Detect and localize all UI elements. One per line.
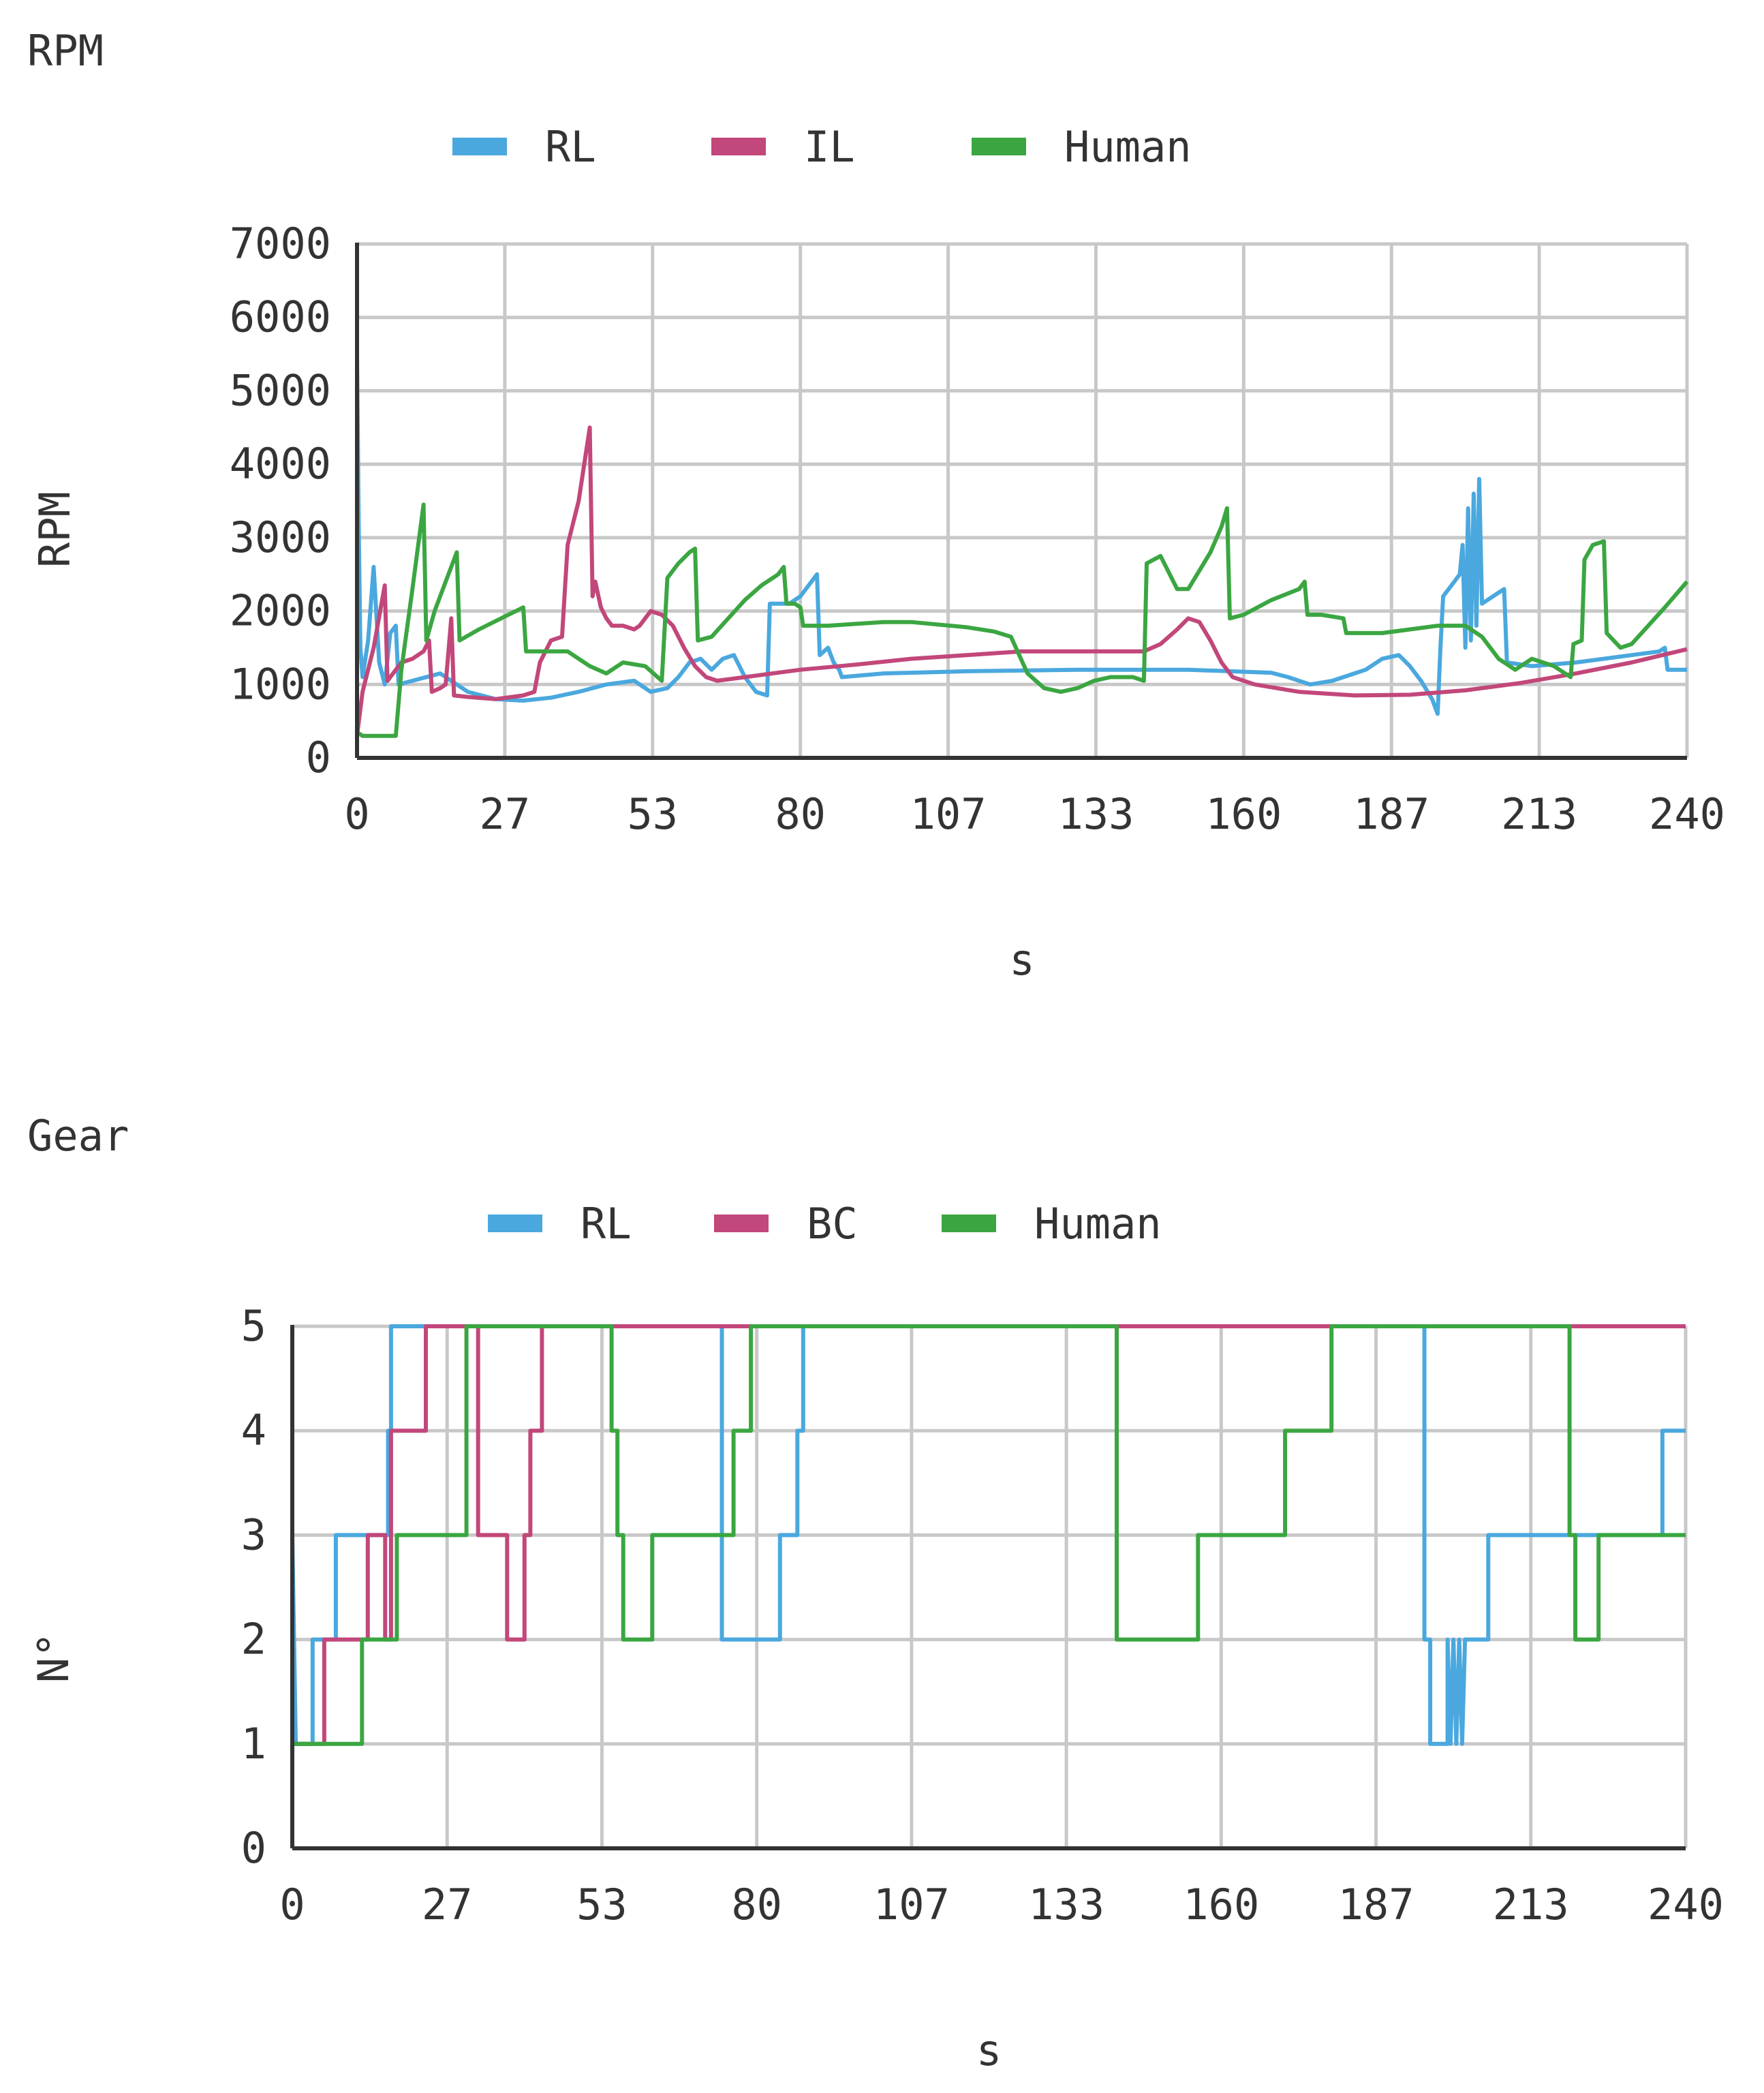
rpm-x-tick-label: 187 [1353, 789, 1429, 839]
gear-legend-label-bc: BC [807, 1198, 858, 1249]
gear-y-tick-label: 2 [241, 1615, 266, 1664]
gear-legend-item-rl: RL [488, 1193, 632, 1254]
rpm-x-tick-label: 53 [627, 789, 678, 839]
gear-x-tick-label: 27 [422, 1880, 473, 1929]
gear-legend-swatch-rl [488, 1214, 542, 1232]
gear-panel-title: Gear [27, 1111, 129, 1161]
gear-x-tick-label: 160 [1183, 1880, 1259, 1929]
rpm-series-line-rl [355, 354, 1687, 716]
rpm-y-axis-title: RPM [30, 491, 80, 568]
gear-legend-swatch-bc [714, 1214, 769, 1232]
gear-y-tick-label: 0 [241, 1823, 266, 1873]
rpm-x-tick-label: 133 [1057, 789, 1134, 839]
rpm-panel-title: RPM [27, 26, 104, 76]
rpm-legend-item-il: IL [711, 116, 855, 177]
rpm-legend-item-human: Human [972, 116, 1192, 177]
rpm-series-line-il [355, 425, 1688, 737]
rpm-y-tick-label: 5000 [230, 365, 331, 415]
gear-y-tick-label: 3 [241, 1510, 266, 1559]
rpm-legend-swatch-human [972, 138, 1026, 155]
gear-x-tick-label: 187 [1338, 1880, 1414, 1929]
rpm-x-tick-label: 27 [480, 789, 531, 839]
rpm-legend-swatch-rl [452, 138, 507, 155]
rpm-x-tick-label: 107 [910, 789, 987, 839]
rpm-line-chart: 0 27 53 80 107 133 160 187 213 240 0 1000 2000 3000 40… [30, 219, 1725, 985]
rpm-y-tick-label: 4000 [230, 439, 331, 489]
gear-y-tick-label: 4 [241, 1405, 266, 1455]
gear-panel: Gear RL BC Human 0 27 53 80 107 133 160 187 213 2… [0, 1022, 1764, 2093]
rpm-legend-label-human: Human [1064, 121, 1192, 172]
gear-legend-label-human: Human [1034, 1198, 1162, 1249]
gear-x-axis-title: s [976, 2026, 1002, 2075]
gear-y-tick-label: 5 [241, 1301, 266, 1351]
gear-x-tick-label: 133 [1028, 1880, 1104, 1929]
rpm-x-tick-label: 240 [1649, 789, 1725, 839]
gear-series-line-bc [292, 1324, 1686, 1746]
rpm-legend-item-rl: RL [452, 116, 596, 177]
gear-legend-item-human: Human [942, 1193, 1162, 1254]
gear-series-line-human [292, 1324, 1686, 1746]
rpm-legend-label-rl: RL [545, 121, 596, 172]
gear-legend-swatch-human [942, 1214, 996, 1232]
gear-x-tick-label: 0 [279, 1880, 305, 1929]
gear-line-chart: 0 27 53 80 107 133 160 187 213 240 0 1 2 3 4 5 s N° [29, 1301, 1724, 2075]
rpm-x-axis-title: s [1009, 935, 1034, 985]
gear-legend-label-rl: RL [581, 1198, 632, 1249]
rpm-y-tick-label: 0 [306, 733, 331, 782]
gear-x-tick-label: 213 [1493, 1880, 1569, 1929]
rpm-y-tick-label: 3000 [230, 513, 331, 562]
gear-x-tick-label: 107 [873, 1880, 950, 1929]
rpm-y-tick-label: 2000 [230, 586, 331, 636]
rpm-y-tick-label: 1000 [230, 659, 331, 709]
gear-x-tick-label: 53 [576, 1880, 628, 1929]
rpm-x-tick-label: 0 [344, 789, 369, 839]
rpm-legend: RL IL Human [0, 116, 1764, 177]
gear-legend: RL BC Human [0, 1193, 1764, 1254]
gear-x-tick-label: 240 [1647, 1880, 1724, 1929]
gear-x-tick-label: 80 [731, 1880, 782, 1929]
gear-legend-item-bc: BC [714, 1193, 858, 1254]
rpm-legend-swatch-il [711, 138, 766, 155]
gear-y-axis-title: N° [29, 1632, 78, 1683]
rpm-legend-label-il: IL [804, 121, 855, 172]
rpm-y-tick-label: 7000 [230, 219, 331, 269]
rpm-y-tick-label: 6000 [230, 292, 331, 342]
rpm-panel: RPM RL IL Human 0 27 53 80 107 133 160 187 213 24… [0, 0, 1764, 1022]
rpm-x-tick-label: 160 [1205, 789, 1282, 839]
rpm-x-tick-label: 80 [775, 789, 826, 839]
gear-y-tick-label: 1 [241, 1719, 266, 1769]
rpm-x-tick-label: 213 [1501, 789, 1577, 839]
rpm-series-line-human [356, 502, 1689, 738]
